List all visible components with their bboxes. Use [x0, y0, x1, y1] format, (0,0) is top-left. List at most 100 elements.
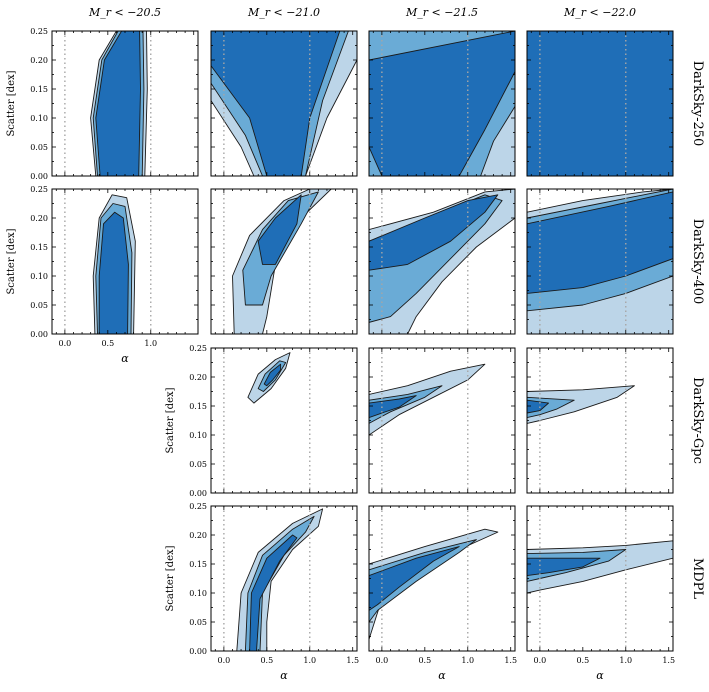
y-tick-label: 0.00 — [189, 489, 207, 498]
contour-level-3 — [527, 399, 549, 414]
x-axis-label: α — [280, 669, 288, 682]
column-titles: M_r < −20.5 M_r < −21.0 M_r < −21.5 M_r < −… — [88, 6, 636, 19]
contour-level-1 — [527, 385, 635, 424]
x-tick-label: 0.0 — [376, 656, 389, 665]
x-tick-label: 1.0 — [619, 656, 632, 665]
contour-level-3 — [369, 31, 515, 176]
y-tick-label: 0.20 — [189, 373, 207, 382]
column-title: M_r < −21.0 — [247, 6, 320, 19]
panel: 0.00 0.05 0.10 0.15 0.20 0.25 Scatter [dex] — [6, 27, 199, 181]
y-axis-label: Scatter [dex] — [6, 70, 17, 136]
y-tick-label: 0.00 — [30, 172, 48, 181]
row-label: DarkSky-Gpc — [690, 377, 705, 464]
y-tick-label: 0.15 — [189, 402, 207, 411]
panel — [526, 347, 674, 494]
plot-area — [369, 31, 515, 176]
panel: 0.00 0.05 0.10 0.15 0.20 0.25 Scatter [dex] 0.0… — [165, 502, 359, 682]
panel — [368, 30, 516, 177]
y-tick-label: 0.10 — [189, 589, 207, 598]
panel: 0.00 0.05 0.10 0.15 0.20 0.25 Scatter [dex] 0.0… — [6, 185, 199, 365]
contour-level-3 — [527, 557, 601, 577]
panel — [210, 188, 358, 335]
row-label: DarkSky-400 — [690, 219, 705, 305]
x-tick-label: 1.0 — [303, 656, 316, 665]
column-title: M_r < −22.0 — [563, 6, 636, 19]
x-tick-label: 0.0 — [59, 339, 72, 348]
y-axis-label: Scatter [dex] — [165, 545, 176, 611]
y-tick-label: 0.25 — [189, 502, 207, 511]
plot-area — [369, 506, 499, 651]
contour-level-1 — [369, 363, 486, 436]
panel — [526, 30, 674, 177]
y-tick-label: 0.10 — [189, 431, 207, 440]
plot-area — [223, 189, 332, 334]
x-tick-label: 1.5 — [504, 656, 517, 665]
y-tick-label: 0.25 — [189, 344, 207, 353]
contour-level-3 — [369, 194, 499, 271]
x-tick-label: 1.0 — [144, 339, 157, 348]
contour-level-3 — [527, 191, 673, 294]
contour-level-3 — [211, 31, 341, 176]
y-tick-label: 0.25 — [30, 185, 48, 194]
plot-area — [527, 348, 635, 493]
plot-area — [64, 31, 152, 176]
y-axis-label: Scatter [dex] — [6, 228, 17, 294]
x-tick-label: 0.5 — [576, 656, 589, 665]
panel — [368, 347, 516, 494]
y-tick-label: 0.15 — [30, 243, 48, 252]
row-label: MDPL — [690, 558, 705, 599]
row-label: DarkSky-250 — [690, 61, 705, 147]
x-tick-label: 0.0 — [534, 656, 547, 665]
contour-level-3 — [257, 194, 302, 265]
x-axis-label: α — [596, 669, 604, 682]
y-tick-label: 0.05 — [189, 618, 207, 627]
panel-frame — [210, 505, 358, 652]
column-title: M_r < −20.5 — [88, 6, 161, 19]
x-tick-label: 0.5 — [260, 656, 273, 665]
contour-level-3 — [98, 211, 129, 334]
y-axis-label: Scatter [dex] — [165, 387, 176, 453]
y-tick-label: 0.20 — [30, 214, 48, 223]
x-axis-label: α — [121, 352, 129, 365]
x-tick-label: 1.5 — [662, 656, 675, 665]
contour-level-3 — [95, 31, 141, 176]
panel: 0.00 0.05 0.10 0.15 0.20 0.25 Scatter [dex] — [165, 344, 358, 498]
x-tick-label: 0.0 — [218, 656, 231, 665]
y-tick-label: 0.10 — [30, 114, 48, 123]
panel: 0.0 0.5 1.0 1.5 α — [526, 505, 675, 682]
row-labels: DarkSky-250 DarkSky-400 DarkSky-Gpc MDPL — [690, 61, 705, 600]
plot-area — [369, 348, 486, 493]
y-tick-label: 0.00 — [30, 330, 48, 339]
x-tick-label: 0.5 — [101, 339, 114, 348]
panel-frame — [526, 347, 674, 494]
y-tick-label: 0.15 — [30, 85, 48, 94]
plot-area — [527, 189, 673, 334]
plot-area — [223, 348, 311, 493]
panel — [210, 30, 358, 177]
x-tick-label: 1.5 — [346, 656, 359, 665]
plot-area — [64, 189, 152, 334]
contour-level-3 — [263, 363, 282, 387]
y-tick-label: 0.25 — [30, 27, 48, 36]
panel — [526, 188, 674, 335]
plot-area — [527, 31, 673, 176]
y-tick-label: 0.05 — [30, 143, 48, 152]
x-tick-label: 0.5 — [418, 656, 431, 665]
y-tick-label: 0.10 — [30, 272, 48, 281]
y-tick-label: 0.20 — [30, 56, 48, 65]
contour-level-3 — [369, 395, 417, 419]
plot-area — [527, 506, 673, 651]
panel: 0.0 0.5 1.0 1.5 α — [368, 505, 517, 682]
plot-area — [211, 31, 357, 176]
contour-level-3 — [527, 31, 673, 176]
x-axis-label: α — [438, 669, 446, 682]
y-tick-label: 0.00 — [189, 647, 207, 656]
x-tick-label: 1.0 — [461, 656, 474, 665]
y-tick-label: 0.15 — [189, 560, 207, 569]
contour-level-2 — [369, 385, 443, 424]
plot-area — [223, 506, 324, 651]
plot-area — [369, 189, 515, 334]
y-tick-label: 0.20 — [189, 531, 207, 540]
